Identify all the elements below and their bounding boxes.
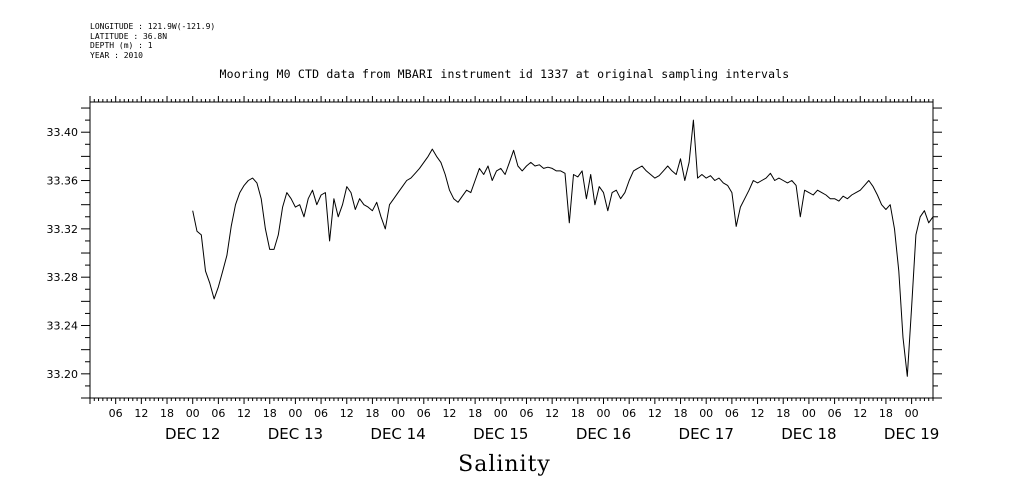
metadata-year: YEAR : 2010 [90,50,143,60]
x-tick-label: 06 [211,407,225,420]
x-tick-label: 18 [879,407,893,420]
x-tick-label: 06 [725,407,739,420]
y-tick-label: 33.32 [47,223,79,236]
x-tick-label: 18 [571,407,585,420]
x-day-label: DEC 13 [268,425,323,443]
x-tick-label: 06 [828,407,842,420]
x-day-label: DEC 14 [370,425,425,443]
x-tick-label: 12 [442,407,456,420]
metadata-depth: DEPTH (m) : 1 [90,41,153,50]
x-tick-label: 18 [776,407,790,420]
x-tick-label: 12 [237,407,251,420]
x-tick-label: 12 [751,407,765,420]
y-tick-label: 33.24 [47,320,79,333]
x-tick-label: 00 [597,407,611,420]
x-tick-label: 00 [905,407,919,420]
metadata-latitude: LATITUDE : 36.8N [90,31,168,41]
x-tick-label: 18 [468,407,482,420]
x-tick-label: 12 [648,407,662,420]
x-tick-label: 12 [545,407,559,420]
x-day-label: DEC 12 [165,425,220,443]
x-tick-label: 06 [622,407,636,420]
plot-frame [89,101,934,399]
y-tick-label: 33.20 [47,368,79,381]
x-tick-label: 00 [802,407,816,420]
x-tick-label: 06 [314,407,328,420]
x-tick-label: 00 [391,407,405,420]
x-tick-label: 06 [519,407,533,420]
y-tick-label: 33.40 [47,126,79,139]
metadata-longitude: LONGITUDE : 121.9W(-121.9) [90,22,216,31]
x-tick-label: 12 [134,407,148,420]
x-tick-label: 00 [288,407,302,420]
x-tick-label: 06 [109,407,123,420]
x-tick-label: 18 [263,407,277,420]
x-day-label: DEC 15 [473,425,528,443]
x-day-label: DEC 17 [679,425,734,443]
x-axis-label: Salinity [458,452,551,477]
x-tick-label: 06 [417,407,431,420]
x-tick-label: 12 [340,407,354,420]
x-tick-label: 00 [186,407,200,420]
x-tick-label: 18 [365,407,379,420]
x-day-label: DEC 19 [884,425,939,443]
x-tick-label: 18 [160,407,174,420]
x-tick-label: 00 [494,407,508,420]
y-tick-label: 33.36 [47,175,79,188]
x-tick-label: 18 [674,407,688,420]
x-day-label: DEC 16 [576,425,631,443]
metadata-block: LONGITUDE : 121.9W(-121.9) LATITUDE : 36… [90,22,215,60]
x-tick-label: 00 [699,407,713,420]
salinity-series-line [192,119,934,377]
y-tick-label: 33.28 [47,271,79,284]
x-tick-label: 12 [853,407,867,420]
x-day-label: DEC 18 [781,425,836,443]
chart-title: Mooring M0 CTD data from MBARI instrumen… [219,67,790,81]
